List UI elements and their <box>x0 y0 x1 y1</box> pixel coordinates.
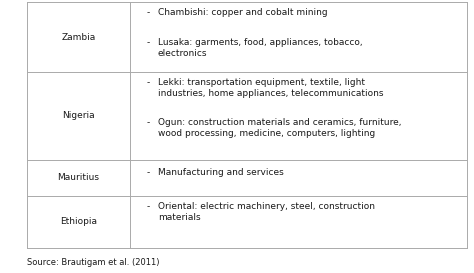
Text: Nigeria: Nigeria <box>62 111 95 120</box>
Text: Lusaka: garments, food, appliances, tobacco,
electronics: Lusaka: garments, food, appliances, toba… <box>158 38 363 58</box>
Text: -: - <box>146 202 150 211</box>
Text: Oriental: electric machinery, steel, construction
materials: Oriental: electric machinery, steel, con… <box>158 202 375 222</box>
Text: -: - <box>146 38 150 47</box>
Text: -: - <box>146 8 150 17</box>
Text: Ogun: construction materials and ceramics, furniture,
wood processing, medicine,: Ogun: construction materials and ceramic… <box>158 118 401 138</box>
Text: -: - <box>146 118 150 127</box>
Text: Mauritius: Mauritius <box>57 174 100 182</box>
Text: Lekki: transportation equipment, textile, light
industries, home appliances, tel: Lekki: transportation equipment, textile… <box>158 78 383 99</box>
Text: Zambia: Zambia <box>61 32 96 41</box>
Text: Manufacturing and services: Manufacturing and services <box>158 168 284 177</box>
Text: -: - <box>146 168 150 177</box>
Text: Ethiopia: Ethiopia <box>60 218 97 227</box>
Text: Chambishi: copper and cobalt mining: Chambishi: copper and cobalt mining <box>158 8 328 17</box>
Text: Source: Brautigam et al. (2011): Source: Brautigam et al. (2011) <box>27 258 159 267</box>
Text: -: - <box>146 78 150 87</box>
